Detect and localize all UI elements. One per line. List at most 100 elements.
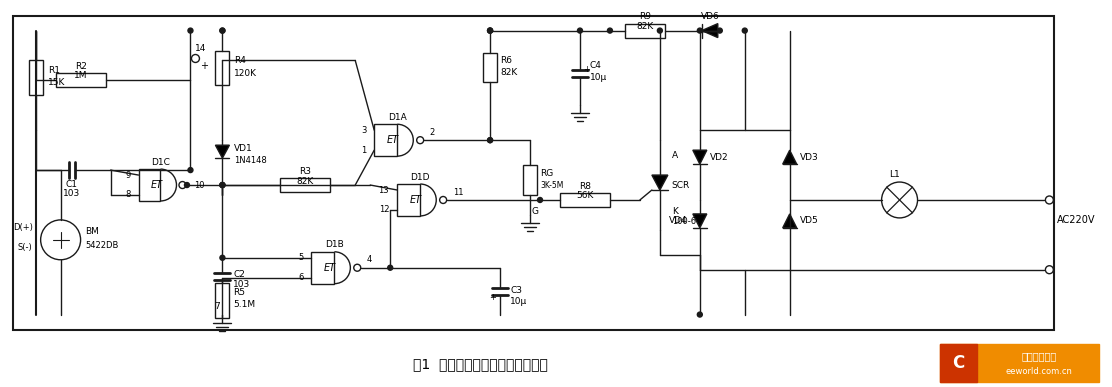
Text: R6: R6 (500, 56, 512, 65)
Text: SCR: SCR (672, 180, 691, 190)
Circle shape (417, 137, 424, 144)
Circle shape (487, 138, 493, 143)
Text: R2: R2 (75, 62, 87, 71)
Circle shape (179, 182, 186, 188)
Text: +: + (200, 62, 208, 72)
Circle shape (220, 183, 225, 188)
Text: ET: ET (410, 195, 423, 205)
Text: RG: RG (540, 169, 554, 178)
Text: K: K (672, 207, 677, 216)
Text: 7: 7 (215, 302, 220, 311)
Text: 10μ: 10μ (510, 297, 527, 306)
Text: 82K: 82K (297, 176, 314, 185)
Text: 3K-5M: 3K-5M (540, 180, 564, 190)
Text: D1A: D1A (388, 113, 407, 122)
Circle shape (220, 183, 225, 188)
Text: VD5: VD5 (800, 216, 818, 225)
Text: D1C: D1C (151, 158, 170, 167)
Circle shape (487, 138, 493, 143)
Bar (29, 60, 42, 95)
Text: ET: ET (325, 263, 336, 273)
Text: 12: 12 (379, 205, 389, 214)
Text: 15K: 15K (48, 78, 64, 87)
Circle shape (487, 28, 493, 33)
Text: 103: 103 (63, 188, 80, 197)
Text: 8: 8 (126, 190, 130, 199)
Polygon shape (783, 150, 796, 164)
Bar (523, 165, 537, 195)
Bar (940, 344, 1100, 382)
Text: 56K: 56K (576, 192, 594, 200)
Bar (375, 124, 397, 156)
Bar (216, 51, 229, 86)
Text: AC220V: AC220V (1058, 215, 1095, 225)
Text: +: + (583, 65, 589, 74)
Text: VD1: VD1 (235, 144, 254, 152)
Text: C1: C1 (66, 180, 78, 188)
Text: +: + (489, 293, 496, 302)
Circle shape (188, 28, 193, 33)
Circle shape (220, 183, 225, 188)
Text: D1D: D1D (410, 173, 430, 182)
Text: VD3: VD3 (800, 152, 818, 162)
Circle shape (743, 28, 747, 33)
Text: R8: R8 (579, 182, 590, 190)
Circle shape (188, 168, 193, 173)
Polygon shape (783, 214, 796, 228)
Text: R4: R4 (235, 56, 246, 65)
Circle shape (537, 197, 543, 202)
Circle shape (577, 28, 583, 33)
Text: 14: 14 (195, 44, 206, 53)
Text: 10: 10 (193, 180, 205, 190)
Text: 9: 9 (126, 171, 130, 180)
Bar (12, 15, 1054, 329)
Text: A: A (672, 151, 678, 160)
Text: 82K: 82K (500, 68, 517, 77)
Text: 图1  声光控延时开关的电路原理图: 图1 声光控延时开关的电路原理图 (413, 357, 547, 372)
Circle shape (607, 28, 613, 33)
Text: 10μ: 10μ (590, 73, 607, 82)
Circle shape (439, 197, 447, 204)
Text: 100-6: 100-6 (672, 217, 696, 226)
Text: 4: 4 (367, 255, 373, 264)
Circle shape (487, 28, 493, 33)
Text: ET: ET (387, 135, 399, 145)
Bar (483, 53, 497, 82)
Circle shape (717, 28, 723, 33)
Bar (139, 169, 160, 201)
Text: 5422DB: 5422DB (86, 241, 119, 250)
Text: C3: C3 (510, 286, 522, 295)
Text: C2: C2 (234, 270, 246, 279)
Polygon shape (693, 150, 707, 164)
Bar (311, 252, 335, 284)
Text: VD2: VD2 (709, 152, 728, 162)
Text: L1: L1 (890, 170, 900, 178)
Text: 82K: 82K (636, 22, 654, 31)
Circle shape (487, 28, 493, 33)
Text: 5: 5 (298, 253, 304, 262)
Bar (216, 283, 229, 318)
Polygon shape (702, 24, 718, 38)
Text: G: G (532, 207, 538, 216)
Text: 103: 103 (234, 280, 250, 289)
Circle shape (388, 265, 393, 270)
Text: 2: 2 (429, 128, 435, 137)
Text: R5: R5 (234, 288, 246, 297)
Text: eeworld.com.cn: eeworld.com.cn (1006, 367, 1073, 376)
Bar (940, 344, 977, 382)
Circle shape (220, 28, 225, 33)
Bar (560, 193, 610, 207)
Text: S(-): S(-) (18, 243, 32, 252)
Text: R9: R9 (639, 12, 651, 21)
Text: ET: ET (150, 180, 162, 190)
Text: D(+): D(+) (12, 223, 32, 232)
Circle shape (354, 264, 360, 271)
Circle shape (657, 28, 663, 33)
Circle shape (697, 312, 703, 317)
Text: VD4: VD4 (669, 216, 688, 225)
Text: 电子工程世界: 电子工程世界 (1022, 351, 1058, 361)
Text: R1: R1 (48, 66, 60, 75)
Text: 13: 13 (378, 185, 389, 195)
Text: 120K: 120K (235, 69, 257, 78)
Circle shape (657, 28, 663, 33)
